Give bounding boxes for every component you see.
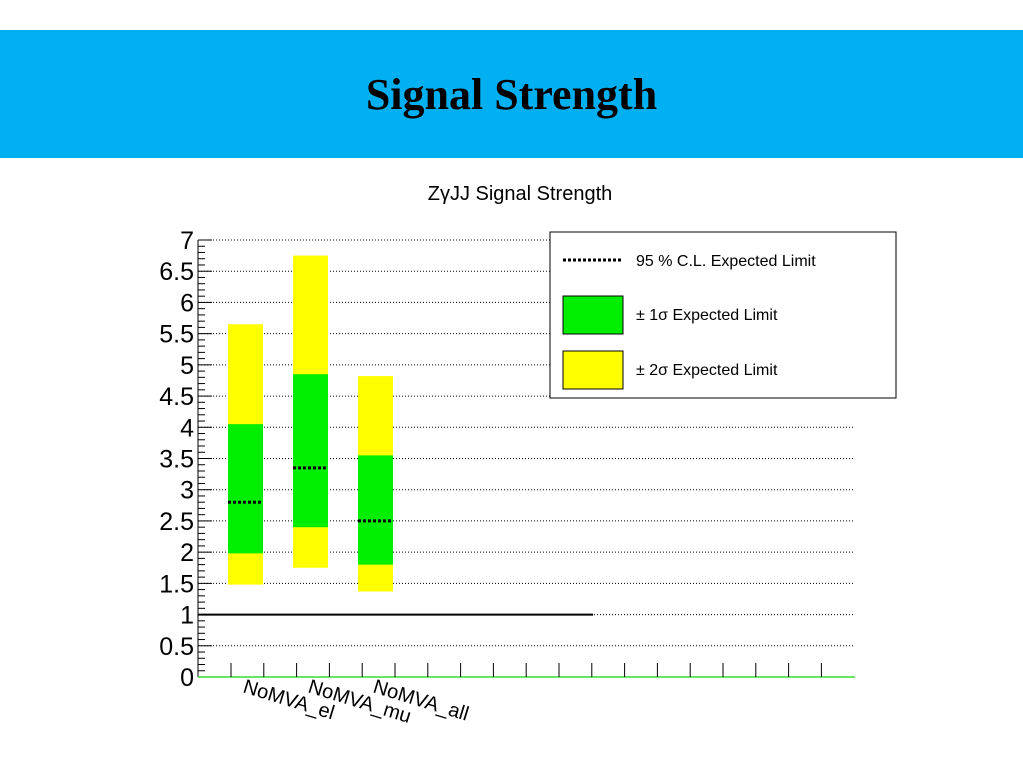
one-sigma-band	[228, 424, 263, 554]
legend-expected-label: 95 % C.L. Expected Limit	[636, 253, 816, 270]
y-tick-label: 6	[180, 289, 194, 317]
y-tick-label: 5	[180, 352, 194, 380]
bars	[198, 255, 593, 616]
y-tick-label: 3	[180, 477, 194, 505]
y-tick-label: 4.5	[159, 383, 194, 411]
y-tick-label: 4	[180, 414, 194, 442]
one-sigma-band	[293, 374, 328, 528]
slide-title: Signal Strength	[365, 69, 658, 119]
y-tick-label: 2	[180, 539, 194, 567]
legend: 95 % C.L. Expected Limit ± 1σ Expected L…	[549, 231, 897, 399]
y-tick-label: 1	[180, 602, 194, 630]
legend-two-sigma-swatch	[562, 350, 624, 390]
y-tick-label: 3.5	[159, 446, 194, 474]
y-tick-label: 5.5	[159, 321, 194, 349]
y-tick-label: 2.5	[159, 508, 194, 536]
legend-one-sigma-swatch	[562, 295, 624, 335]
legend-one-sigma-label: ± 1σ Expected Limit	[636, 307, 778, 324]
y-tick-label: 6.5	[159, 258, 194, 286]
y-tick-label: 1.5	[159, 570, 194, 598]
chart-title: ZγJJ Signal Strength	[428, 183, 613, 205]
one-sigma-band	[358, 455, 393, 565]
y-tick-label: 0.5	[159, 633, 194, 661]
y-tick-label: 7	[180, 227, 194, 255]
legend-two-sigma-label: ± 2σ Expected Limit	[636, 362, 778, 379]
title-banner: Signal Strength	[0, 30, 1023, 158]
y-tick-label: 0	[180, 664, 194, 692]
